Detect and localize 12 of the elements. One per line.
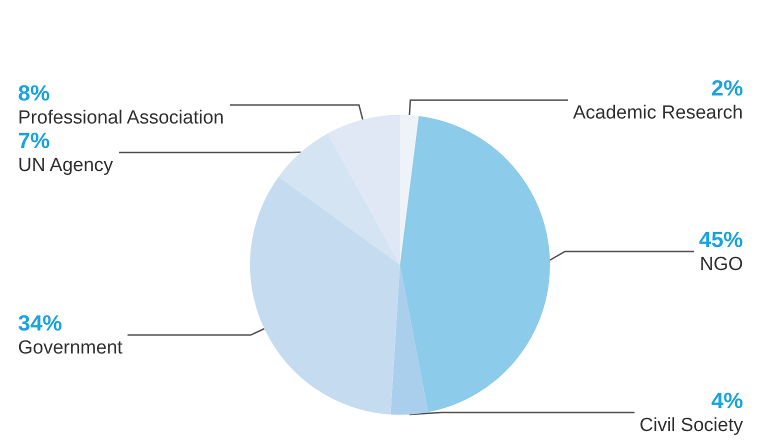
data-label: 7% (18, 128, 50, 153)
slice-label: Government (18, 338, 124, 359)
data-label: 8% (18, 80, 50, 106)
slice-label: Professional Association (18, 107, 224, 128)
slice-label: UN Agency (18, 154, 114, 176)
data-label: 2% (711, 76, 743, 101)
data-label: 45% (698, 227, 743, 252)
slice-label: NGO (700, 254, 743, 276)
slice-label: Civil Society (640, 415, 744, 436)
data-label: 4% (711, 388, 743, 413)
data-label: 34% (18, 310, 62, 336)
slice-label: Academic Research (572, 102, 743, 124)
